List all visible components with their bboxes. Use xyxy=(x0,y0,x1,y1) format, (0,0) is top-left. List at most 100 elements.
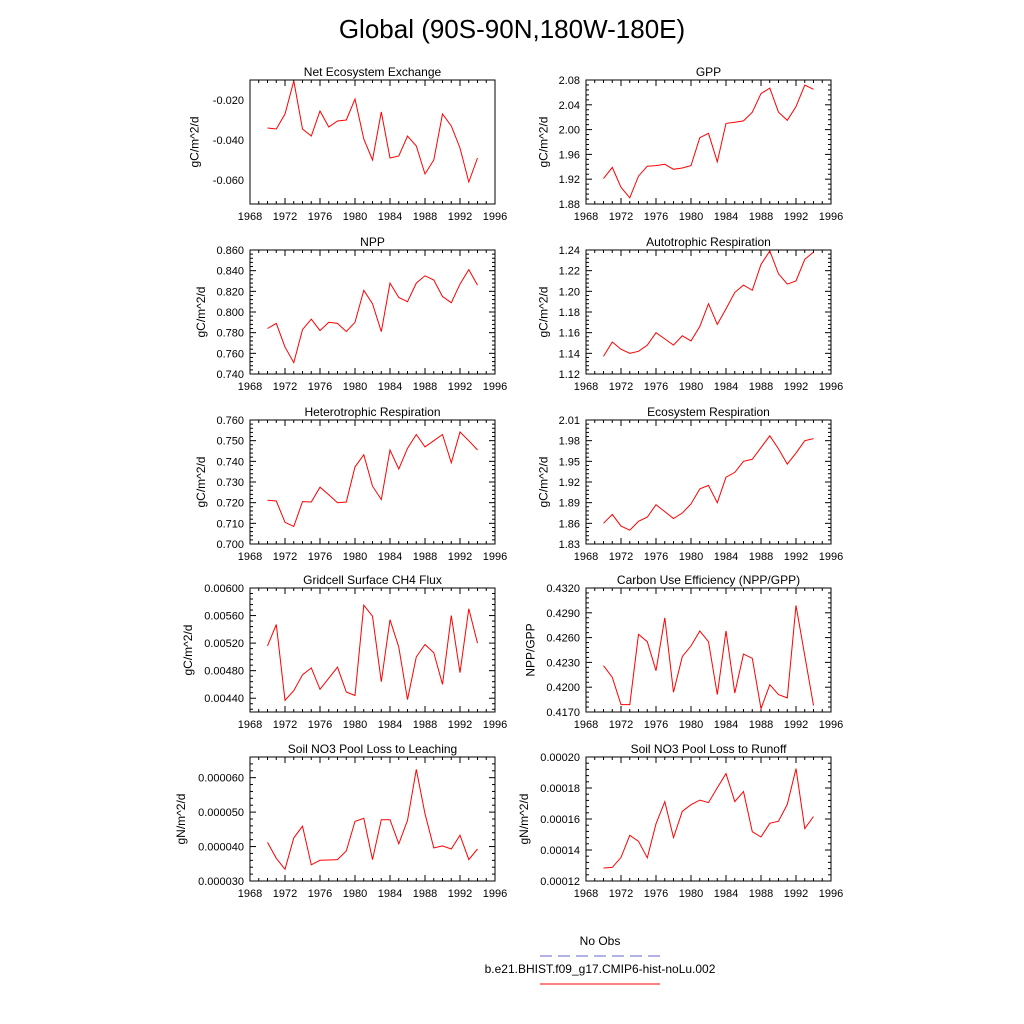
x-tick-label: 1984 xyxy=(714,551,738,563)
panel-6: Gridcell Surface CH4 Flux 1968 1972 1976 198… xyxy=(181,573,507,731)
x-tick-label: 1984 xyxy=(714,719,738,731)
x-tick-label: 1976 xyxy=(644,888,668,900)
x-tick-label: 1972 xyxy=(609,888,633,900)
x-tick-label: 1984 xyxy=(378,381,402,393)
x-tick-label: 1968 xyxy=(238,719,262,731)
x-tick-label: 1968 xyxy=(574,719,598,731)
x-tick-label: 1984 xyxy=(378,719,402,731)
y-tick-label: 1.18 xyxy=(559,307,580,319)
y-tick-label: 0.00560 xyxy=(204,611,244,623)
x-tick-label: 1972 xyxy=(273,211,297,223)
x-tick-label: 1976 xyxy=(308,381,332,393)
x-tick-label: 1984 xyxy=(714,888,738,900)
series-line xyxy=(603,768,814,869)
series-line xyxy=(267,80,478,184)
panel-7: Carbon Use Efficiency (NPP/GPP) 1968 1972 1… xyxy=(523,573,843,731)
x-tick-label: 1980 xyxy=(679,211,703,223)
y-tick-label: 1.96 xyxy=(559,149,580,161)
x-tick-label: 1976 xyxy=(644,211,668,223)
x-tick-label: 1992 xyxy=(784,211,808,223)
y-tick-label: 0.760 xyxy=(216,348,244,360)
x-tick-label: 1968 xyxy=(238,381,262,393)
plot-frame xyxy=(585,79,832,205)
y-tick-label: 0.4230 xyxy=(546,657,580,669)
x-tick-label: 1984 xyxy=(378,211,402,223)
x-tick-label: 1988 xyxy=(749,551,773,563)
x-tick-label: 1988 xyxy=(749,381,773,393)
y-axis-label: gC/m^2/d xyxy=(194,457,208,508)
y-axis-label: gC/m^2/d xyxy=(537,117,551,168)
y-tick-label: 0.750 xyxy=(216,436,244,448)
series-line xyxy=(603,605,814,711)
x-tick-label: 1980 xyxy=(343,211,367,223)
y-tick-label: 1.14 xyxy=(559,348,580,360)
x-tick-label: 1984 xyxy=(378,888,402,900)
series-line xyxy=(267,769,478,871)
y-tick-label: 1.95 xyxy=(559,456,580,468)
x-tick-label: 1980 xyxy=(343,381,367,393)
y-tick-label: 0.710 xyxy=(216,518,244,530)
x-tick-label: 1972 xyxy=(609,381,633,393)
y-tick-label: 0.00480 xyxy=(204,666,244,678)
y-tick-label: 2.08 xyxy=(559,75,580,87)
x-tick-label: 1996 xyxy=(483,888,507,900)
x-tick-label: 1968 xyxy=(574,551,598,563)
y-tick-label: 0.4170 xyxy=(546,707,580,719)
x-tick-label: 1972 xyxy=(273,719,297,731)
x-tick-label: 1972 xyxy=(273,888,297,900)
x-tick-label: 1972 xyxy=(273,381,297,393)
panel-5: Ecosystem Respiration 1968 1972 1976 1980 198… xyxy=(537,405,844,563)
x-tick-label: 1972 xyxy=(609,551,633,563)
y-tick-label: 1.92 xyxy=(559,477,580,489)
x-tick-label: 1968 xyxy=(238,888,262,900)
x-tick-label: 1984 xyxy=(714,381,738,393)
panel-title: NPP xyxy=(360,235,385,249)
x-tick-label: 1992 xyxy=(784,551,808,563)
x-tick-label: 1980 xyxy=(679,551,703,563)
y-tick-label: 0.00020 xyxy=(540,752,580,764)
panel-title: Autotrophic Respiration xyxy=(646,235,771,249)
panel-2: NPP 1968 1972 1976 1980 1984 1988 1992 1996 0.740… xyxy=(194,235,507,393)
panel-9: Soil NO3 Pool Loss to Runoff 1968 1972 1976… xyxy=(517,742,843,900)
x-tick-label: 1988 xyxy=(413,719,437,731)
x-tick-label: 1988 xyxy=(413,381,437,393)
y-tick-label: 0.760 xyxy=(216,415,244,427)
y-tick-label: 0.730 xyxy=(216,477,244,489)
series-line xyxy=(267,603,478,702)
x-tick-label: 1992 xyxy=(784,719,808,731)
x-tick-label: 1980 xyxy=(679,381,703,393)
plot-frame xyxy=(585,419,832,545)
x-tick-label: 1968 xyxy=(574,211,598,223)
x-tick-label: 1980 xyxy=(679,888,703,900)
y-tick-label: 0.4290 xyxy=(546,608,580,620)
y-axis-label: gC/m^2/d xyxy=(194,287,208,338)
y-axis-label: gC/m^2/d xyxy=(537,287,551,338)
panel-title: Heterotrophic Respiration xyxy=(304,405,440,419)
plot-frame xyxy=(585,249,832,375)
y-tick-label: 0.700 xyxy=(216,539,244,551)
panel-title: Ecosystem Respiration xyxy=(647,405,770,419)
series-line xyxy=(267,268,478,364)
x-tick-label: 1976 xyxy=(308,888,332,900)
x-tick-label: 1968 xyxy=(238,551,262,563)
y-tick-label: 0.4320 xyxy=(546,583,580,595)
x-tick-label: 1992 xyxy=(448,719,472,731)
y-tick-label: 0.4260 xyxy=(546,633,580,645)
y-tick-label: 0.780 xyxy=(216,328,244,340)
y-tick-label: 0.00018 xyxy=(540,783,580,795)
x-tick-label: 1992 xyxy=(784,381,808,393)
x-tick-label: 1992 xyxy=(448,381,472,393)
panels: Net Ecosystem Exchange 1968 1972 1976 1980 19… xyxy=(174,65,843,900)
y-tick-label: -0.040 xyxy=(213,135,244,147)
series-line xyxy=(603,434,814,531)
y-tick-label: 0.00014 xyxy=(540,845,580,857)
y-tick-label: 0.00520 xyxy=(204,638,244,650)
y-tick-label: 1.89 xyxy=(559,498,580,510)
panel-0: Net Ecosystem Exchange 1968 1972 1976 1980 19… xyxy=(187,65,507,223)
panel-3: Autotrophic Respiration 1968 1972 1976 1980 1… xyxy=(537,235,844,393)
y-tick-label: 0.000060 xyxy=(198,773,244,785)
x-tick-label: 1968 xyxy=(574,381,598,393)
x-tick-label: 1980 xyxy=(343,551,367,563)
y-tick-label: 0.00600 xyxy=(204,583,244,595)
